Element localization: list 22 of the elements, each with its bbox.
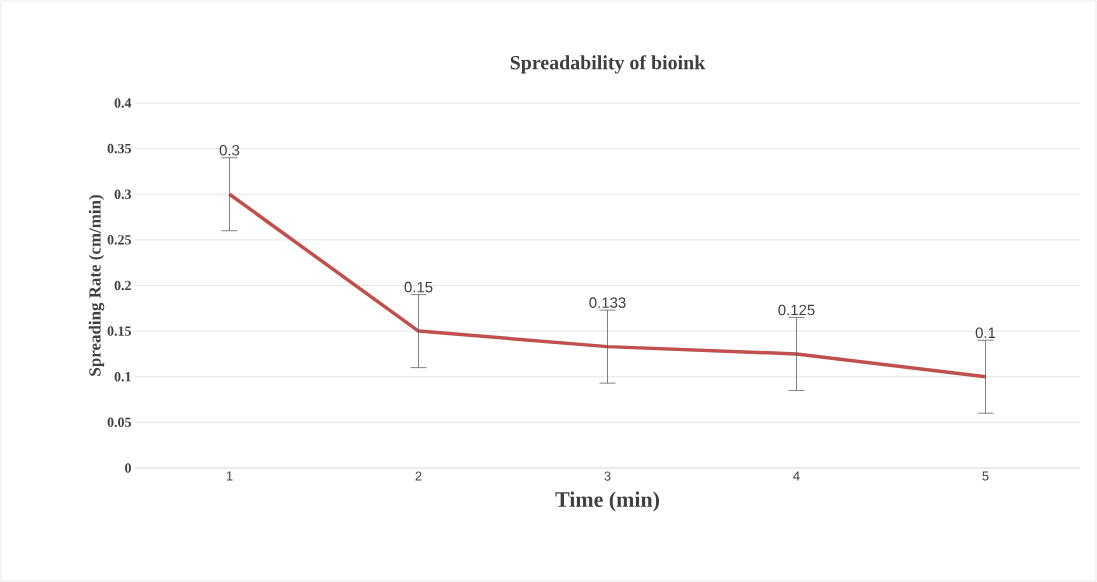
data-label: 0.125 [778,304,815,316]
y-axis-title: Spreading Rate (cm/min) [88,195,105,376]
y-tick-label: 0.1 [114,371,131,382]
y-tick-label: 0.2 [114,280,131,291]
y-tick-label: 0.35 [107,143,131,154]
x-tick-label: 5 [982,471,989,481]
y-tick-label: 0.25 [107,235,131,245]
x-tick-label: 2 [415,471,422,481]
data-label: 0.3 [219,144,240,156]
x-axis-title: Time (min) [555,491,659,512]
y-tick-label: 0.4 [114,98,132,108]
y-tick-label: 0.15 [107,326,131,336]
x-tick-label: 3 [604,471,611,481]
y-tick-label: 0.3 [114,189,132,199]
chart-title: Spreadability of bioink [510,55,706,74]
data-label: 0.15 [404,281,433,293]
x-tick-label: 4 [793,471,800,481]
data-label: 0.1 [975,327,996,339]
x-tick-label: 1 [226,471,233,481]
data-label: 0.133 [589,297,626,308]
y-tick-label: 0.05 [107,417,131,428]
y-tick-label: 0 [125,463,131,473]
